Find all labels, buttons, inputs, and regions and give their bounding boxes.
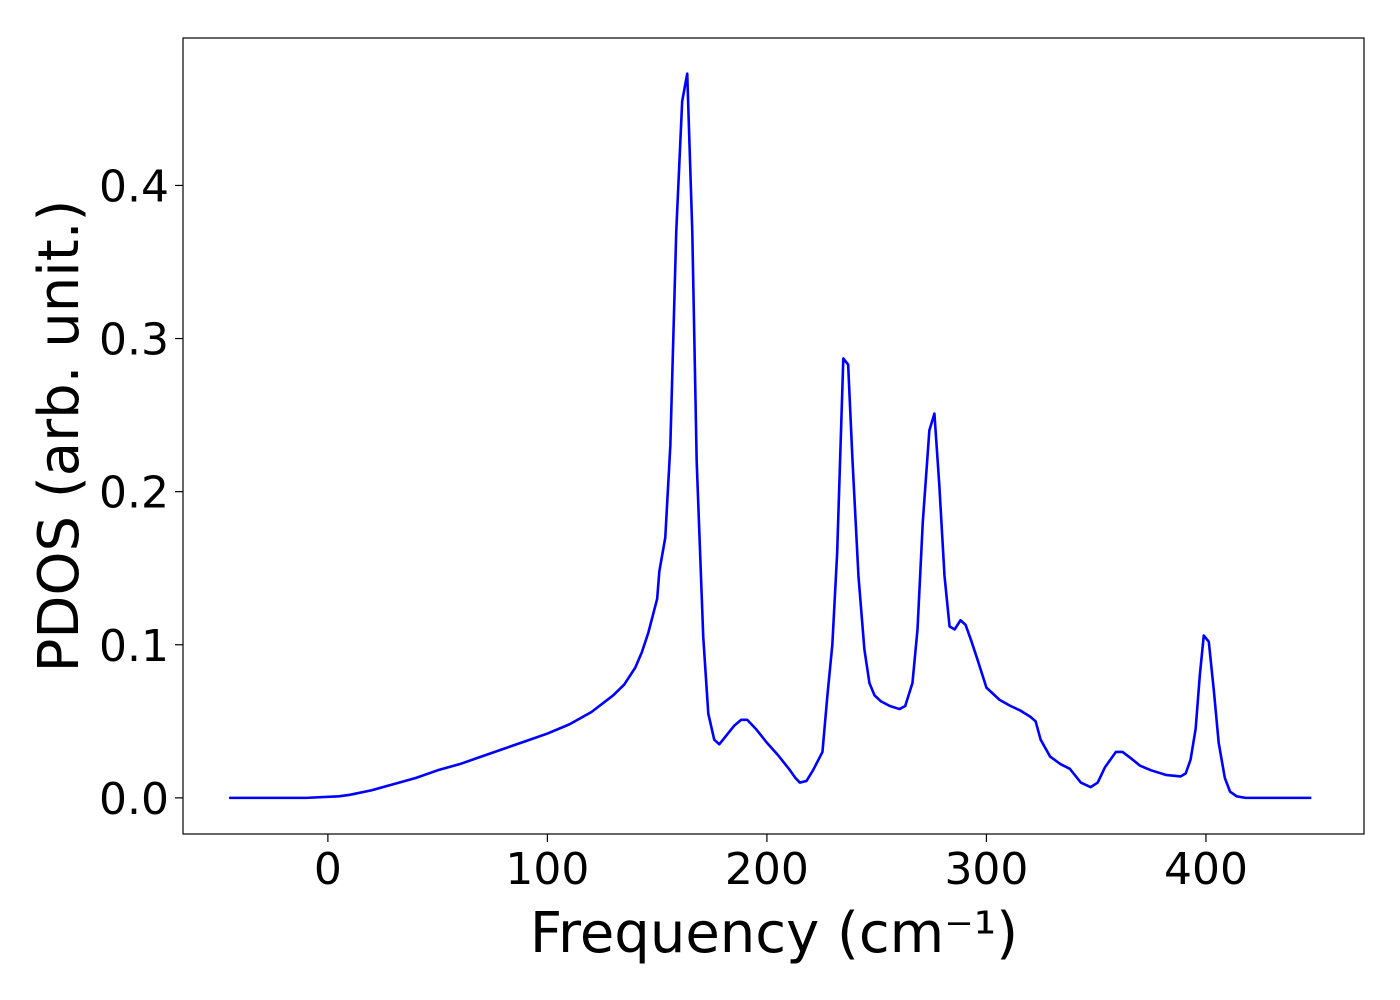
y-tick-label: 0.2	[99, 468, 169, 519]
y-tick-label: 0.1	[99, 621, 169, 672]
x-tick-label: 0	[314, 844, 342, 895]
x-axis-label: Frequency (cm⁻¹)	[530, 901, 1018, 966]
y-axis-label: PDOS (arb. unit.)	[27, 200, 92, 673]
data-line	[229, 72, 1312, 800]
y-tick-label: 0.3	[99, 315, 169, 366]
x-tick-label: 300	[944, 844, 1028, 895]
x-tick-label: 100	[505, 844, 589, 895]
plot-frame	[182, 37, 1365, 835]
y-tick-label: 0.0	[99, 774, 169, 825]
x-tick-label: 200	[725, 844, 809, 895]
x-tick-label: 400	[1164, 844, 1248, 895]
y-tick-label: 0.4	[99, 161, 169, 212]
